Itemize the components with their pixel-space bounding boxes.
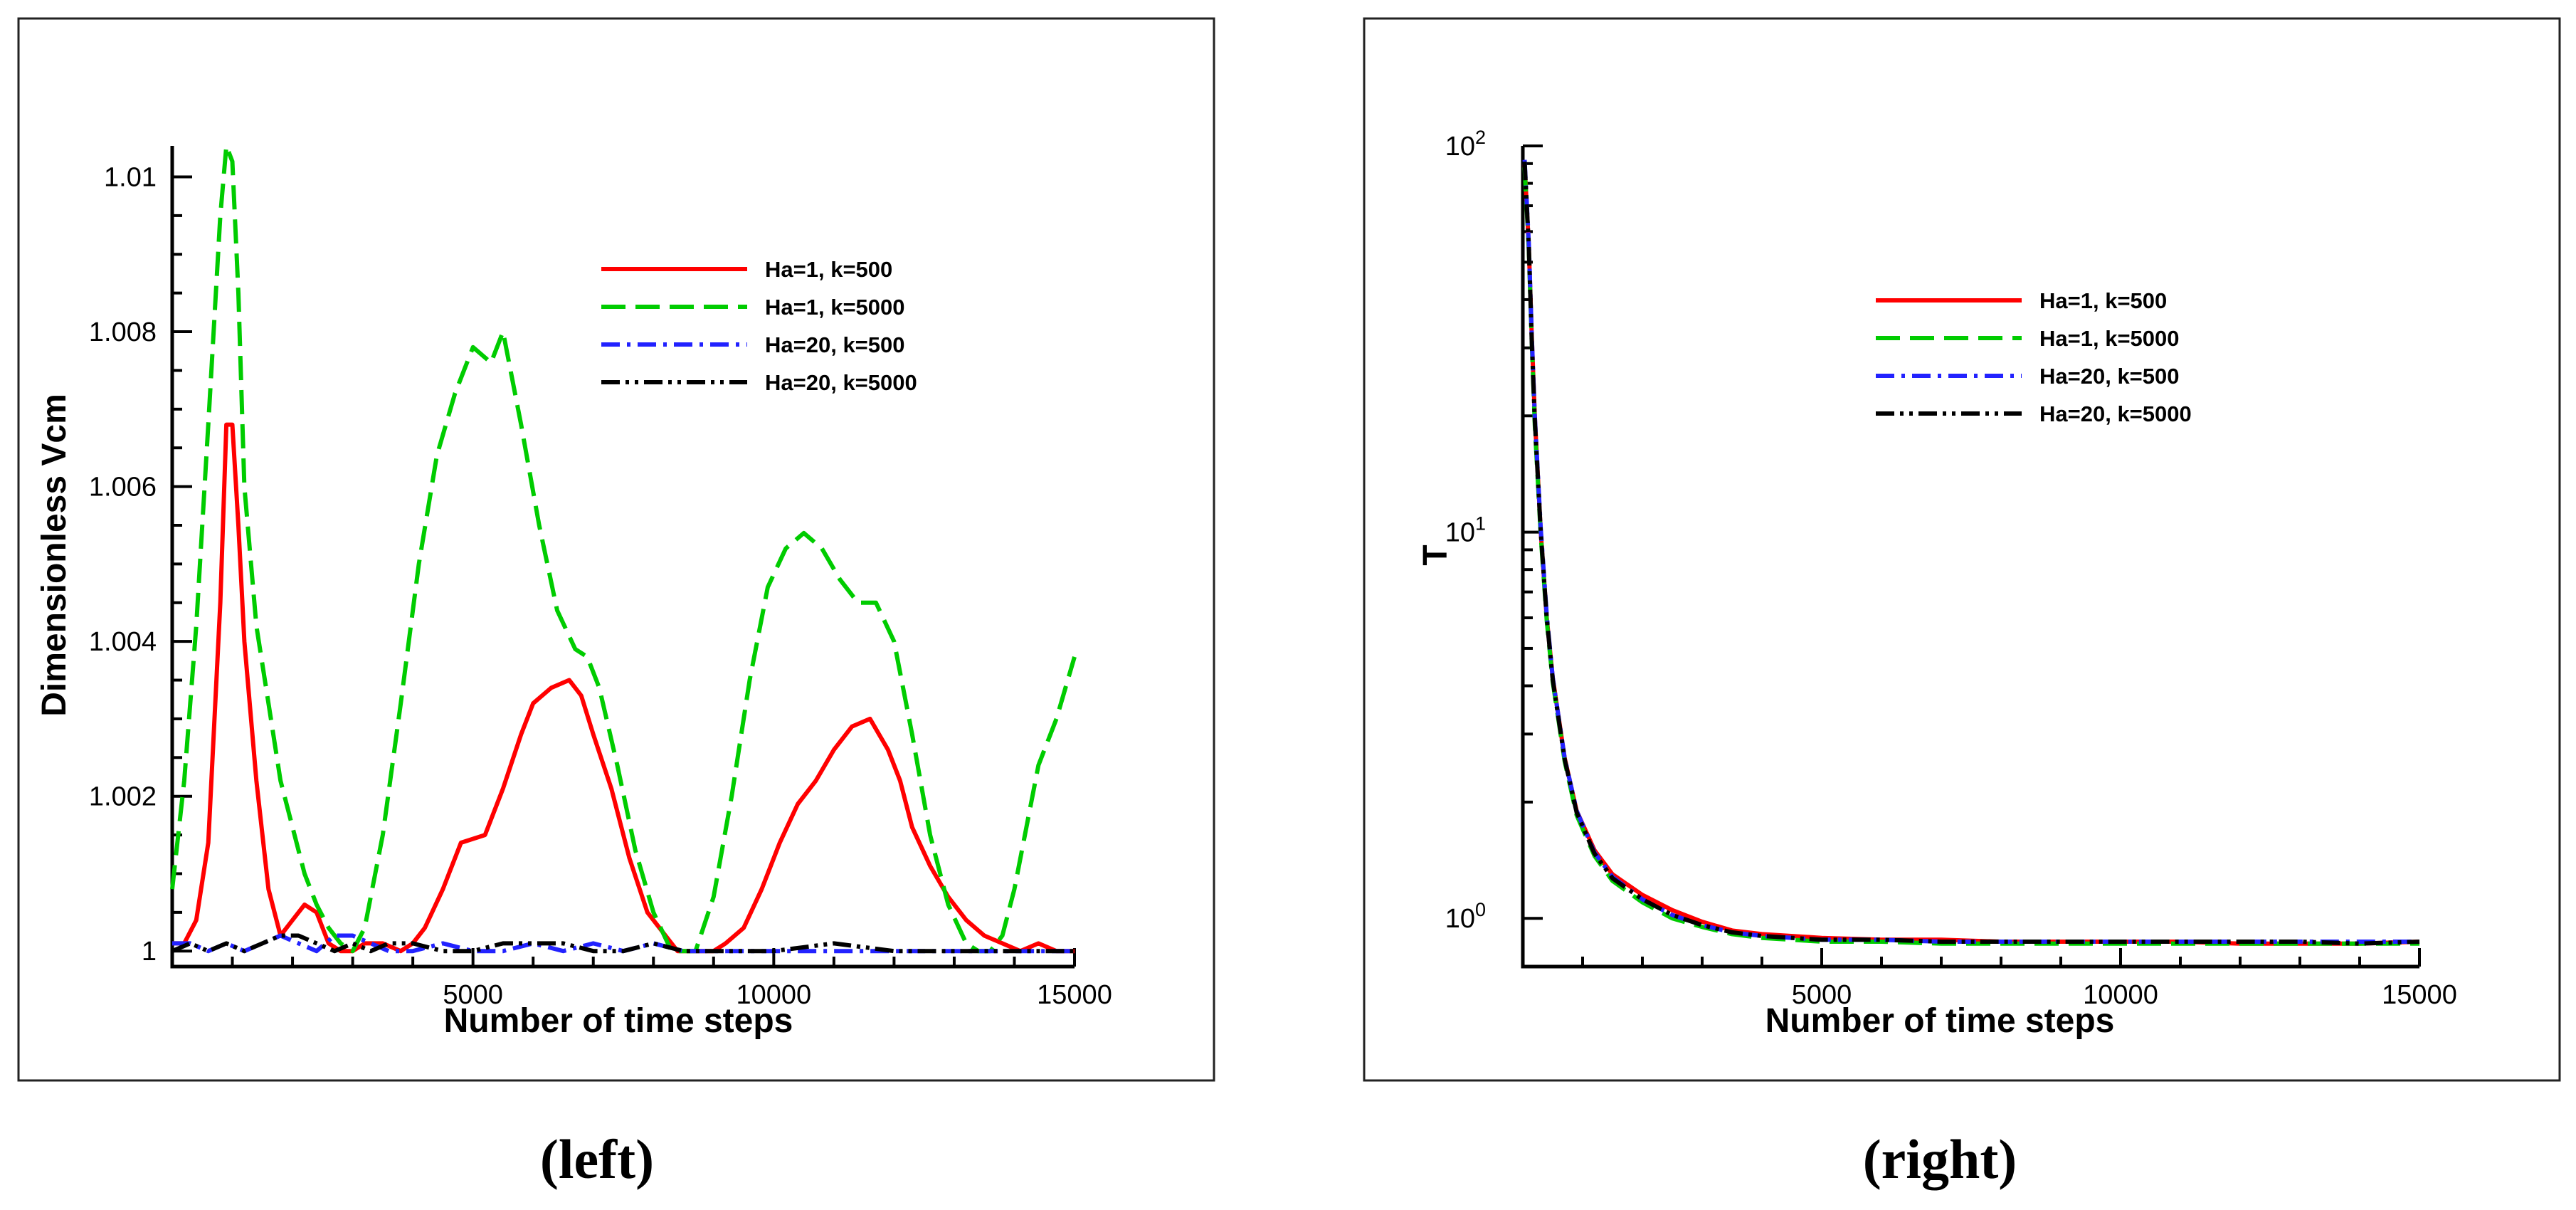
left-plot-area: 5000 10000 15000 1 1.002 1.004 1.006 1.008 1.01 <box>89 144 1112 1010</box>
left-y-axis-label: Dimensionless Vcm <box>36 394 73 717</box>
left-series-line <box>172 933 1075 954</box>
left-legend-label: Ha=20, k=500 <box>765 332 905 357</box>
right-y-tick-label: 100 <box>1445 899 1486 934</box>
right-x-tick-label: 10000 <box>2083 980 2158 1010</box>
left-y-tick-label: 1.01 <box>104 163 157 193</box>
left-legend-label: Ha=20, k=5000 <box>765 370 917 395</box>
left-legend-label: Ha=1, k=500 <box>765 257 892 282</box>
right-plot-area: 5000 10000 15000 100 101 102 <box>1445 127 2457 1010</box>
right-x-tick-label: 15000 <box>2382 980 2457 1010</box>
right-legend-label: Ha=1, k=500 <box>2039 288 2167 313</box>
left-caption: (left) <box>540 1128 654 1190</box>
left-x-tick-label: 15000 <box>1037 980 1112 1010</box>
right-y-tick-label: 101 <box>1445 513 1486 548</box>
right-y-tick-label: 102 <box>1445 127 1486 162</box>
left-y-tick-label: 1 <box>142 937 157 967</box>
right-legend-label: Ha=20, k=5000 <box>2039 401 2192 426</box>
right-x-axis-label: Number of time steps <box>1765 1002 2115 1040</box>
left-y-tick-label: 1.006 <box>89 473 157 503</box>
left-y-tick-label: 1.002 <box>89 782 157 812</box>
right-series-line <box>1522 162 2420 946</box>
left-y-tick-label: 1.004 <box>89 627 157 657</box>
right-legend-label: Ha=1, k=5000 <box>2039 326 2180 351</box>
left-series-line <box>171 933 1075 954</box>
left-x-axis-label: Number of time steps <box>444 1002 793 1040</box>
left-legend: Ha=1, k=500 Ha=1, k=5000 Ha=20, k=500 Ha=20… <box>601 257 917 395</box>
left-legend-label: Ha=1, k=5000 <box>765 295 905 320</box>
left-chart-panel: 5000 10000 1500011.0021.0041.0061.0081.01 … <box>17 17 1215 1082</box>
left-panel-frame <box>17 17 1215 1082</box>
right-panel-frame <box>1363 17 2561 1082</box>
right-legend-label: Ha=20, k=500 <box>2039 364 2180 389</box>
right-legend: Ha=1, k=500 Ha=1, k=5000 Ha=20, k=500 Ha=20… <box>1876 288 2192 426</box>
right-caption: (right) <box>1863 1128 2017 1190</box>
right-x-tick-label: 5000 <box>1792 980 1852 1010</box>
left-y-tick-label: 1.008 <box>89 317 157 347</box>
right-y-axis-label: T <box>1417 544 1455 565</box>
left-x-tick-label: 5000 <box>443 980 503 1010</box>
left-x-tick-label: 10000 <box>736 980 811 1010</box>
left-series-line <box>172 422 1075 954</box>
left-series-line <box>170 144 1077 954</box>
